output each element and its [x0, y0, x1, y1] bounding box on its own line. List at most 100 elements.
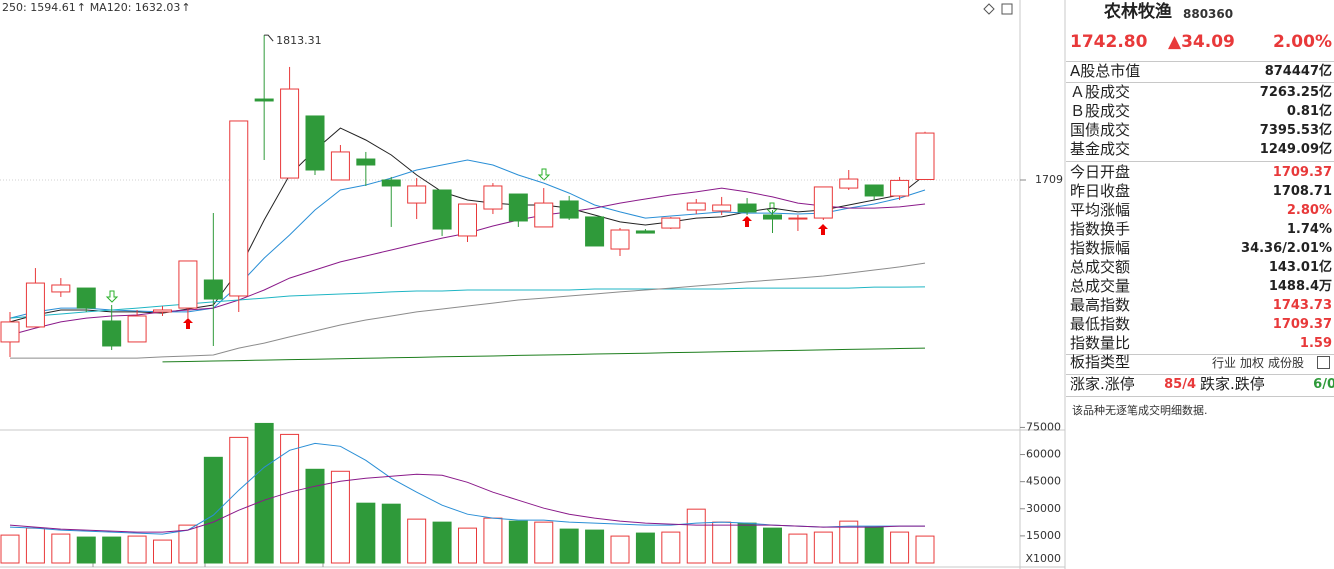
volume-bar	[305, 468, 325, 564]
volume-bar	[483, 517, 503, 564]
stat-value: 2.80%	[1286, 203, 1332, 218]
volume-bar	[407, 518, 427, 564]
ma-line	[9, 473, 925, 533]
volume-bar	[763, 527, 782, 564]
volume-bar	[915, 535, 935, 564]
candle-body	[890, 179, 910, 197]
y-tick-label: 30000	[1026, 502, 1061, 515]
volume-bar	[102, 536, 122, 564]
candle-body	[25, 282, 45, 328]
volume-bar	[585, 529, 605, 564]
legend-arrow: ↑	[77, 1, 86, 14]
stat-value: 7395.53亿	[1259, 123, 1332, 138]
legend-label: MA120: 1632.03	[90, 1, 181, 14]
type-option[interactable]: 行业	[1211, 356, 1236, 370]
candle-body	[712, 204, 732, 212]
icon-window[interactable]	[1001, 3, 1013, 15]
stat-label: 指数振幅	[1070, 239, 1131, 257]
volume-bar	[661, 531, 681, 564]
volume-bar	[76, 536, 96, 564]
stat-value: 0.81亿	[1286, 104, 1332, 119]
row-separator	[1066, 61, 1334, 62]
stat-value: 1488.4万	[1268, 279, 1332, 294]
stat-label: 总成交额	[1070, 258, 1131, 276]
candle-body	[127, 315, 147, 343]
ma-line	[10, 262, 926, 359]
stat-label: 最低指数	[1070, 315, 1131, 333]
candle-body	[839, 178, 859, 189]
type-option[interactable]: 加权	[1239, 356, 1264, 370]
stat-value: 1.59	[1299, 336, 1332, 351]
stat-label: 指数量比	[1070, 334, 1131, 352]
volume-bar	[229, 436, 249, 564]
volume-bar	[559, 528, 579, 564]
volume-bar	[51, 533, 71, 564]
high-annotation: 1813.31	[276, 34, 322, 47]
candle-body	[254, 98, 274, 102]
limit-value: 6/0	[1313, 377, 1334, 392]
limit-label: 跌家.跌停	[1200, 375, 1265, 393]
volume-bar	[534, 521, 554, 564]
candle-body	[381, 179, 401, 187]
volume-bar	[737, 522, 757, 564]
volume-bar	[610, 535, 630, 564]
icon-diamond[interactable]	[983, 3, 995, 15]
candle-body	[534, 202, 554, 228]
candle-body	[661, 217, 681, 229]
volume-bar	[153, 539, 172, 564]
volume-bar	[508, 520, 528, 564]
legend-label: 250: 1594.61	[2, 1, 76, 14]
quote-price: 1742.80	[1070, 32, 1148, 52]
stat-value: 7263.25亿	[1259, 85, 1332, 100]
candle-body	[51, 284, 71, 293]
stat-value: 1743.73	[1272, 298, 1332, 313]
candle-body	[508, 193, 528, 222]
stat-value: 1709.37	[1272, 317, 1332, 332]
row-separator	[1066, 354, 1334, 355]
stat-label: 板指类型	[1070, 353, 1131, 371]
volume-bar	[127, 535, 147, 564]
row-separator	[1066, 374, 1334, 375]
volume-bar	[203, 456, 223, 564]
volume-bar	[25, 527, 45, 564]
candle-body	[610, 229, 630, 250]
candle-body	[635, 230, 655, 234]
legend-arrow: ↑	[181, 1, 190, 14]
candle-body	[585, 216, 605, 247]
stat-value: 1249.09亿	[1259, 142, 1332, 157]
axis-unit: X1000	[1025, 552, 1061, 565]
volume-bar	[839, 520, 859, 564]
candle-body	[0, 321, 20, 343]
volume-bar	[178, 524, 198, 564]
stat-label: 总成交量	[1070, 277, 1131, 295]
candle-body	[813, 186, 833, 219]
row-separator	[1066, 396, 1334, 397]
stat-label: 基金成交	[1070, 140, 1131, 158]
quote-name: 农林牧渔	[1104, 2, 1172, 22]
candle-body	[178, 260, 198, 309]
candle-body	[76, 287, 96, 309]
volume-bar	[458, 527, 477, 564]
stat-label: 今日开盘	[1070, 163, 1131, 181]
quote-panel: 农林牧渔 880360 1742.80 ▲34.09 2.00% A股总市值 874447亿…	[1066, 0, 1334, 569]
candle-body	[153, 309, 172, 313]
row-separator	[1066, 161, 1334, 162]
type-option[interactable]: 成份股	[1267, 356, 1304, 370]
volume-bar	[864, 526, 884, 564]
y-tick-label: 60000	[1026, 448, 1061, 461]
stat-value: 1708.71	[1272, 184, 1332, 199]
volume-bar	[330, 470, 350, 564]
y-tick-label: 45000	[1026, 475, 1061, 488]
volume-bar	[356, 502, 376, 564]
stat-label: A股总市值	[1070, 62, 1141, 80]
stat-label: 平均涨幅	[1070, 201, 1131, 219]
annotation-leader	[264, 34, 274, 42]
volume-bar	[712, 521, 732, 564]
candle-body	[407, 185, 427, 204]
candle-body	[483, 185, 503, 210]
volume-bar	[280, 433, 300, 564]
candle-body	[356, 158, 376, 166]
type-icon[interactable]	[1317, 356, 1330, 369]
candle-body	[280, 88, 300, 179]
